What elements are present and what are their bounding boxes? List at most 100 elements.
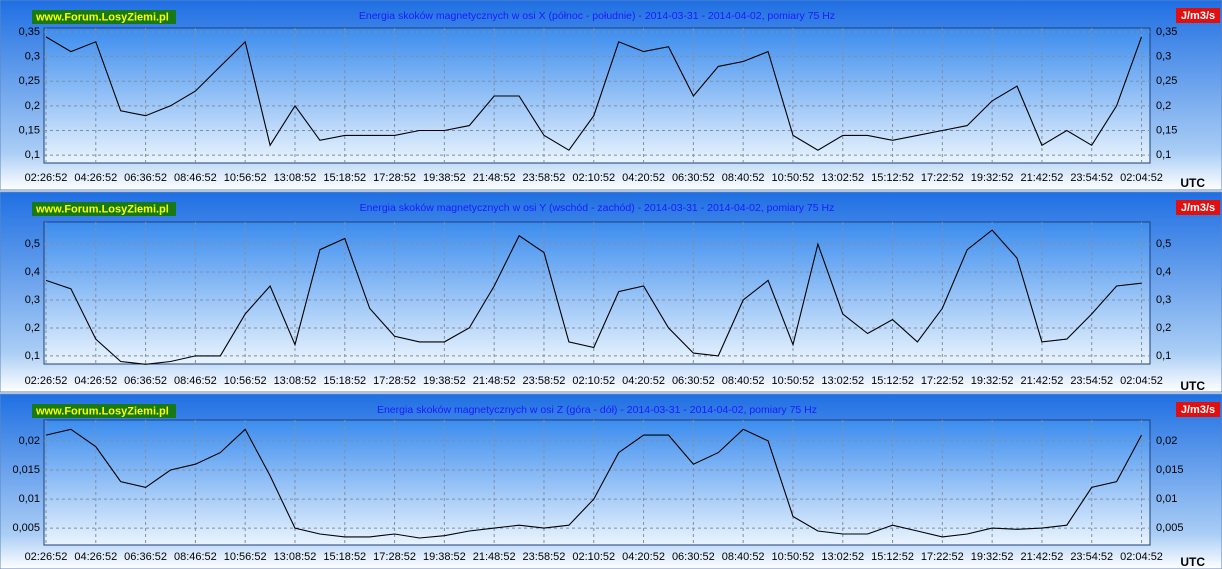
y-tick-label-right: 0,005 [1156, 522, 1184, 534]
x-tick-label: 08:46:52 [174, 375, 217, 387]
x-tick-label: 02:04:52 [1120, 551, 1163, 563]
y-tick-label: 0,02 [19, 435, 40, 447]
chart-title: Energia skoków magnetycznych w osi Z (gó… [377, 404, 817, 416]
y-tick-label-right: 0,2 [1156, 100, 1171, 112]
y-tick-label: 0,01 [19, 493, 40, 505]
x-tick-label: 15:18:52 [323, 551, 366, 563]
x-tick-label: 04:26:52 [74, 172, 117, 184]
plot-area [43, 419, 1151, 546]
x-tick-label: 02:10:52 [572, 172, 615, 184]
x-tick-label: 02:26:52 [25, 172, 68, 184]
x-tick-label: 08:40:52 [722, 551, 765, 563]
x-tick-label: 23:54:52 [1070, 375, 1113, 387]
unit-bg [1176, 402, 1220, 417]
x-tick-label: 15:18:52 [323, 172, 366, 184]
x-tick-label: 21:42:52 [1021, 172, 1064, 184]
x-tick-label: 17:22:52 [921, 172, 964, 184]
x-tick-label: 06:30:52 [672, 375, 715, 387]
x-tick-label: 17:28:52 [373, 375, 416, 387]
x-tick-label: 04:20:52 [622, 172, 665, 184]
y-tick-label: 0,3 [25, 50, 40, 62]
data-line [45, 229, 1142, 365]
x-tick-label: 21:42:52 [1021, 551, 1064, 563]
y-tick-label: 0,015 [12, 464, 40, 476]
x-tick-label: 02:10:52 [572, 375, 615, 387]
x-tick-label: 06:36:52 [124, 551, 167, 563]
x-tick-label: 23:54:52 [1070, 172, 1113, 184]
data-line [45, 36, 1143, 151]
x-tick-label: 04:26:52 [74, 375, 117, 387]
x-tick-label: 10:56:52 [224, 375, 267, 387]
x-tick-label: 13:02:52 [821, 172, 864, 184]
y-tick-label: 0,2 [25, 100, 40, 112]
chart-title: Energia skoków magnetycznych w osi Y (ws… [360, 202, 835, 214]
x-tick-label: 19:38:52 [423, 551, 466, 563]
y-tick-label: 0,25 [19, 75, 40, 87]
x-tick-label: 10:50:52 [772, 375, 815, 387]
x-tick-label: 21:42:52 [1021, 375, 1064, 387]
x-tick-label: 10:50:52 [772, 172, 815, 184]
y-tick-label: 0,1 [25, 149, 40, 161]
y-tick-label: 0,3 [25, 294, 40, 306]
y-tick-label-right: 0,1 [1156, 149, 1171, 161]
x-tick-label: 15:12:52 [871, 172, 914, 184]
y-tick-label: 0,1 [25, 350, 40, 362]
x-tick-label: 15:12:52 [871, 551, 914, 563]
watermark: www.Forum.LosyZiemi.pl [35, 11, 169, 23]
x-tick-label: 23:58:52 [523, 551, 566, 563]
x-tick-label: 21:48:52 [473, 551, 516, 563]
x-tick-label: 21:48:52 [473, 172, 516, 184]
x-tick-label: 15:12:52 [871, 375, 914, 387]
y-tick-label: 0,35 [19, 26, 40, 38]
x-tick-label: 10:56:52 [224, 172, 267, 184]
watermark: www.Forum.LosyZiemi.pl [35, 203, 169, 215]
unit-label: J/m3/s [1181, 202, 1215, 214]
y-tick-label: 0,5 [25, 238, 40, 250]
x-tick-label: 23:54:52 [1070, 551, 1113, 563]
x-tick-label: 10:56:52 [224, 551, 267, 563]
x-tick-label: 02:10:52 [572, 551, 615, 563]
watermark-bg [32, 202, 176, 216]
y-tick-label-right: 0,015 [1156, 464, 1184, 476]
x-tick-label: 02:04:52 [1120, 375, 1163, 387]
x-tick-label: 19:32:52 [971, 172, 1014, 184]
x-tick-label: 13:08:52 [274, 172, 317, 184]
y-tick-label-right: 0,2 [1156, 322, 1171, 334]
y-tick-label-right: 0,1 [1156, 350, 1171, 362]
x-tick-label: 13:08:52 [274, 375, 317, 387]
x-tick-label: 15:18:52 [323, 375, 366, 387]
x-tick-label: 10:50:52 [772, 551, 815, 563]
x-tick-label: 17:22:52 [921, 375, 964, 387]
y-tick-label-right: 0,35 [1156, 26, 1177, 38]
x-tick-label: 08:46:52 [174, 172, 217, 184]
x-tick-label: 04:20:52 [622, 375, 665, 387]
x-tick-label: 17:22:52 [921, 551, 964, 563]
x-tick-label: 02:26:52 [25, 375, 68, 387]
x-tick-label: 19:38:52 [423, 375, 466, 387]
chart-title: Energia skoków magnetycznych w osi X (pó… [359, 10, 835, 22]
x-axis-label: UTC [1180, 379, 1205, 393]
x-tick-label: 23:58:52 [523, 172, 566, 184]
x-tick-label: 02:26:52 [25, 551, 68, 563]
y-tick-label-right: 0,02 [1156, 435, 1177, 447]
y-tick-label-right: 0,4 [1156, 266, 1171, 278]
x-tick-label: 17:28:52 [373, 551, 416, 563]
x-tick-label: 04:26:52 [74, 551, 117, 563]
x-tick-label: 08:40:52 [722, 375, 765, 387]
x-tick-label: 13:02:52 [821, 551, 864, 563]
y-tick-label: 0,4 [25, 266, 40, 278]
x-tick-label: 19:32:52 [971, 375, 1014, 387]
x-tick-label: 13:02:52 [821, 375, 864, 387]
x-tick-label: 13:08:52 [274, 551, 317, 563]
x-tick-label: 19:32:52 [971, 551, 1014, 563]
unit-bg [1176, 200, 1220, 215]
watermark-bg [32, 404, 176, 418]
x-tick-label: 08:40:52 [722, 172, 765, 184]
watermark-bg [32, 10, 176, 24]
y-tick-label-right: 0,3 [1156, 294, 1171, 306]
y-tick-label-right: 0,5 [1156, 238, 1171, 250]
y-tick-label-right: 0,15 [1156, 124, 1177, 136]
x-tick-label: 19:38:52 [423, 172, 466, 184]
x-tick-label: 08:46:52 [174, 551, 217, 563]
x-tick-label: 21:48:52 [473, 375, 516, 387]
